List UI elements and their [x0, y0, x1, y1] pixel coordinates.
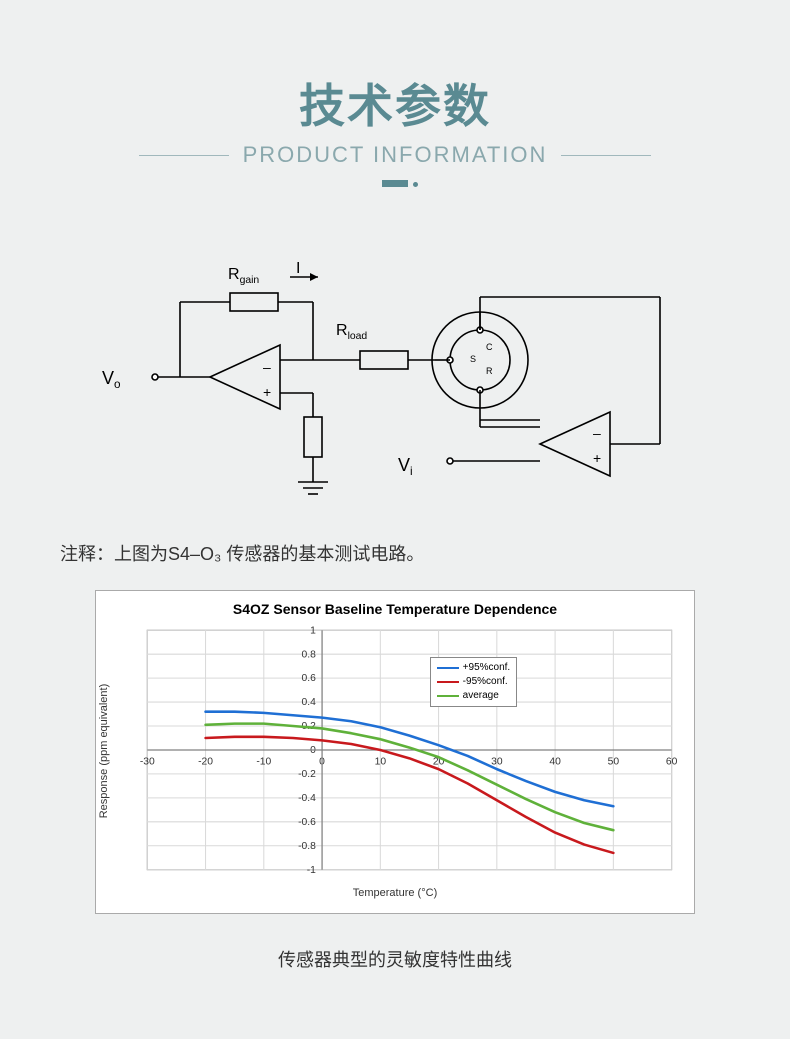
- svg-text:+: +: [593, 450, 601, 466]
- circuit-note: 注释：上图为S4–O₃ 传感器的基本测试电路。: [0, 540, 790, 566]
- svg-text:-10: -10: [256, 756, 271, 767]
- svg-text:-0.8: -0.8: [298, 841, 316, 852]
- line-chart: -1-0.8-0.6-0.4-0.200.20.40.60.81-30-20-1…: [106, 621, 684, 881]
- circuit-diagram: – + Vo I Rgain Rload CSR – + Vi: [100, 237, 690, 522]
- svg-text:Rgain: Rgain: [228, 266, 259, 286]
- chart-caption: 传感器典型的灵敏度特性曲线: [0, 946, 790, 972]
- svg-text:-1: -1: [307, 865, 316, 876]
- title-english: PRODUCT INFORMATION: [243, 142, 548, 168]
- svg-text:–: –: [593, 425, 601, 441]
- svg-text:Vi: Vi: [398, 455, 413, 478]
- svg-text:I: I: [296, 260, 300, 277]
- title-chinese: 技术参数: [0, 70, 790, 136]
- svg-text:-20: -20: [198, 756, 213, 767]
- svg-text:50: 50: [608, 756, 620, 767]
- title-accent: [382, 180, 408, 187]
- chart-xlabel: Temperature (°C): [106, 887, 684, 899]
- svg-text:-30: -30: [140, 756, 155, 767]
- chart-ylabel: Response (ppm equivalent): [98, 684, 110, 819]
- svg-text:30: 30: [491, 756, 503, 767]
- chart-title: S4OZ Sensor Baseline Temperature Depende…: [106, 601, 684, 617]
- svg-text:0.4: 0.4: [302, 697, 317, 708]
- page-header: 技术参数 PRODUCT INFORMATION: [0, 70, 790, 187]
- svg-text:S: S: [470, 354, 476, 364]
- svg-text:+: +: [263, 384, 271, 400]
- svg-text:0.6: 0.6: [302, 673, 317, 684]
- chart-container: S4OZ Sensor Baseline Temperature Depende…: [95, 590, 695, 914]
- svg-text:1: 1: [310, 625, 316, 636]
- svg-text:-0.6: -0.6: [298, 817, 316, 828]
- svg-text:-0.4: -0.4: [298, 793, 316, 804]
- svg-text:-0.2: -0.2: [298, 769, 316, 780]
- svg-text:–: –: [263, 359, 271, 375]
- svg-text:0.8: 0.8: [302, 649, 317, 660]
- svg-text:C: C: [486, 342, 493, 352]
- svg-text:60: 60: [666, 756, 678, 767]
- svg-text:Vo: Vo: [102, 368, 121, 391]
- svg-text:R: R: [486, 366, 493, 376]
- chart-legend: +95%conf.-95%conf.average: [430, 657, 518, 707]
- svg-text:Rload: Rload: [336, 322, 367, 342]
- svg-text:40: 40: [549, 756, 561, 767]
- svg-text:10: 10: [375, 756, 387, 767]
